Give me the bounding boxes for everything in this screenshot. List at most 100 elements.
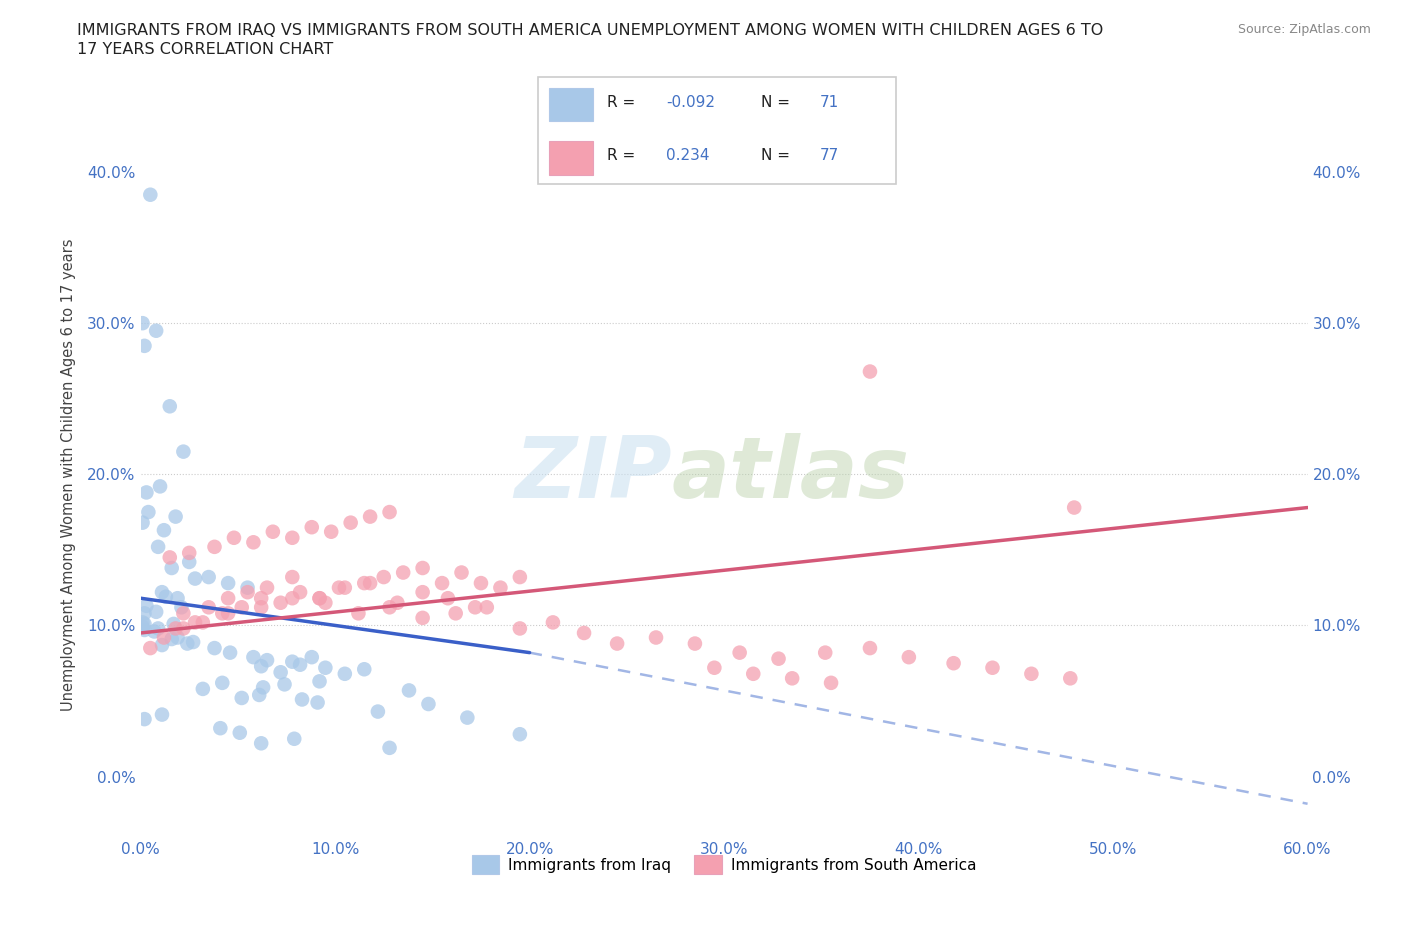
Point (353, 576, 375, 591)
Point (165, 621, 187, 636)
Point (283, 731, 305, 746)
Point (150, 585, 173, 600)
Point (288, 585, 311, 600)
Point (231, 600, 253, 615)
Point (378, 740, 401, 755)
Text: ZIP: ZIP (515, 432, 672, 516)
Point (222, 530, 245, 545)
Point (378, 505, 401, 520)
Text: 77: 77 (820, 149, 838, 164)
Point (247, 687, 270, 702)
Point (333, 580, 356, 595)
Point (176, 636, 198, 651)
Point (204, 641, 226, 656)
Point (1059, 671, 1081, 685)
Point (301, 520, 323, 535)
Point (509, 621, 531, 636)
Point (153, 523, 176, 538)
Point (250, 600, 273, 615)
Point (1021, 666, 1043, 681)
Point (820, 675, 842, 690)
Point (131, 515, 153, 530)
Point (155, 590, 177, 604)
FancyBboxPatch shape (548, 141, 593, 175)
Point (339, 515, 361, 530)
FancyBboxPatch shape (548, 87, 593, 121)
Point (942, 656, 965, 671)
Point (219, 645, 242, 660)
Point (163, 617, 186, 631)
Point (430, 576, 453, 591)
Point (489, 580, 512, 595)
Point (367, 704, 389, 719)
Point (270, 595, 292, 610)
Point (146, 621, 169, 636)
Point (450, 565, 472, 580)
Point (281, 655, 304, 670)
Point (768, 651, 790, 666)
Point (217, 606, 239, 621)
Point (211, 675, 233, 690)
Point (645, 631, 668, 645)
Point (197, 569, 219, 585)
Point (859, 641, 882, 656)
Point (281, 530, 304, 545)
Point (314, 595, 336, 610)
Point (242, 535, 264, 550)
Point (703, 660, 725, 675)
Point (301, 650, 323, 665)
Point (333, 666, 356, 681)
Point (172, 445, 194, 459)
Point (1063, 500, 1085, 515)
Point (150, 707, 173, 722)
Point (139, 641, 162, 656)
Point (308, 674, 330, 689)
Point (160, 631, 183, 646)
Point (217, 591, 239, 605)
Point (150, 638, 173, 653)
Text: R =: R = (607, 95, 641, 110)
Point (179, 545, 201, 560)
Point (307, 695, 329, 710)
Point (181, 634, 204, 649)
Point (159, 399, 181, 414)
Point (412, 585, 434, 600)
Point (250, 736, 273, 751)
Text: IMMIGRANTS FROM IRAQ VS IMMIGRANTS FROM SOUTH AMERICA UNEMPLOYMENT AMONG WOMEN W: IMMIGRANTS FROM IRAQ VS IMMIGRANTS FROM … (77, 23, 1104, 38)
Point (470, 576, 492, 591)
Point (347, 606, 370, 621)
Point (541, 615, 564, 630)
Point (437, 591, 460, 605)
Point (742, 666, 765, 681)
Point (288, 658, 311, 672)
Point (270, 665, 292, 680)
Point (134, 711, 156, 726)
Point (236, 585, 259, 600)
Point (250, 658, 273, 673)
Text: -0.092: -0.092 (666, 95, 714, 110)
Point (145, 324, 167, 339)
FancyBboxPatch shape (538, 76, 896, 184)
Point (197, 600, 219, 615)
Point (134, 339, 156, 353)
Point (209, 721, 232, 736)
Point (814, 645, 837, 660)
Point (217, 576, 239, 591)
Point (145, 604, 167, 619)
Point (262, 525, 284, 539)
Text: 0.234: 0.234 (666, 149, 710, 164)
Text: R =: R = (607, 149, 641, 164)
Point (191, 615, 214, 630)
Point (418, 697, 440, 711)
Point (135, 598, 157, 613)
Point (134, 606, 156, 621)
Point (281, 569, 304, 585)
Point (412, 561, 434, 576)
Point (172, 606, 194, 621)
Point (328, 580, 350, 595)
Text: N =: N = (761, 149, 794, 164)
Point (464, 600, 486, 615)
Text: 17 YEARS CORRELATION CHART: 17 YEARS CORRELATION CHART (77, 42, 333, 57)
Point (456, 711, 478, 725)
Point (314, 660, 336, 675)
